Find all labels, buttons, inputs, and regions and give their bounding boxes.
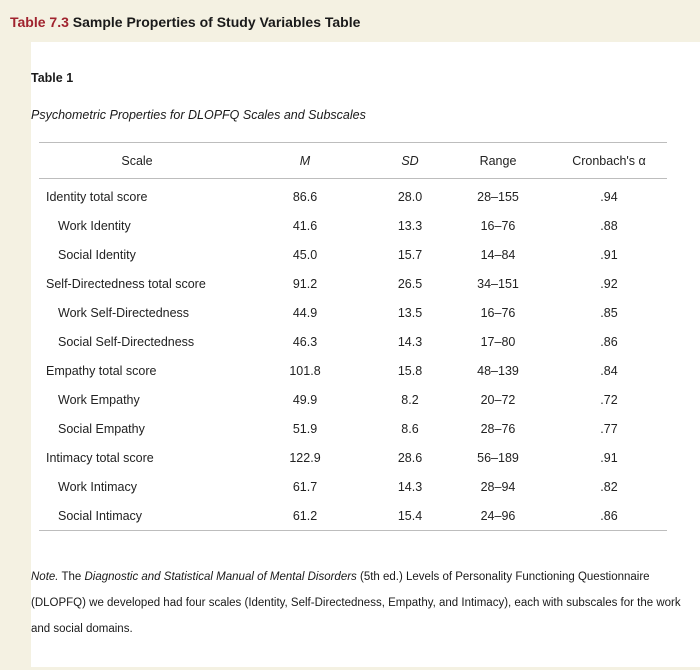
table-panel: Table 1 Psychometric Properties for DLOP…: [31, 42, 700, 667]
header-mean: M: [299, 153, 311, 168]
mean-cell: 101.8: [289, 363, 321, 378]
scale-cell: Social Empathy: [58, 421, 145, 436]
range-cell: 24–96: [480, 508, 516, 523]
alpha-cell: .88: [600, 218, 618, 233]
table-note: Note. The Diagnostic and Statistical Man…: [31, 564, 695, 642]
table-row: Identity total score 86.6 28.0 28–155 .94: [39, 179, 667, 212]
psychometric-table: Scale M SD Range Cronbach's α Identity t…: [39, 142, 667, 531]
mean-cell: 49.9: [292, 392, 318, 407]
sd-cell: 13.3: [397, 218, 423, 233]
table-row: Social Self-Directedness 46.3 14.3 17–80 .86: [39, 327, 667, 356]
sd-cell: 26.5: [397, 276, 423, 291]
mean-cell: 86.6: [292, 189, 318, 204]
table-row: Self-Directedness total score 91.2 26.5 34–…: [39, 269, 667, 298]
note-text-2: (5th ed.) Levels of Personality Function…: [31, 571, 681, 635]
scale-cell: Self-Directedness total score: [46, 276, 206, 291]
sd-cell: 14.3: [397, 334, 423, 349]
alpha-cell: .85: [600, 305, 618, 320]
caption-text: Sample Properties of Study Variables Tab…: [72, 14, 361, 30]
scale-cell: Social Identity: [58, 247, 136, 262]
range-cell: 16–76: [480, 218, 516, 233]
table-row: Work Empathy 49.9 8.2 20–72 .72: [39, 385, 667, 414]
alpha-cell: .84: [600, 363, 618, 378]
alpha-cell: .86: [600, 508, 618, 523]
note-label: Note.: [31, 571, 59, 583]
alpha-cell: .82: [600, 479, 618, 494]
range-cell: 14–84: [480, 247, 516, 262]
range-cell: 48–139: [477, 363, 519, 378]
header-sd: SD: [401, 153, 419, 168]
sd-cell: 28.0: [397, 189, 423, 204]
mean-cell: 46.3: [292, 334, 318, 349]
sd-cell: 14.3: [397, 479, 423, 494]
alpha-cell: .77: [600, 421, 618, 436]
scale-cell: Social Intimacy: [58, 508, 143, 523]
range-cell: 16–76: [480, 305, 516, 320]
alpha-cell: .94: [600, 189, 618, 204]
sd-cell: 13.5: [397, 305, 423, 320]
figure-caption: Table 7.3 Sample Properties of Study Var…: [10, 14, 360, 30]
mean-cell: 51.9: [292, 421, 318, 436]
range-cell: 17–80: [480, 334, 516, 349]
mean-cell: 45.0: [292, 247, 318, 262]
table-row: Intimacy total score 122.9 28.6 56–189 .91: [39, 443, 667, 472]
range-cell: 28–155: [477, 189, 519, 204]
mean-cell: 61.7: [292, 479, 318, 494]
note-manual-title: Diagnostic and Statistical Manual of Men…: [84, 571, 357, 583]
range-cell: 20–72: [480, 392, 516, 407]
sd-cell: 28.6: [397, 450, 423, 465]
table-row: Empathy total score 101.8 15.8 48–139 .84: [39, 356, 667, 385]
table-row: Social Empathy 51.9 8.6 28–76 .77: [39, 414, 667, 443]
range-cell: 28–76: [480, 421, 516, 436]
scale-cell: Social Self-Directedness: [58, 334, 195, 349]
table-row: Social Intimacy 61.2 15.4 24–96 .86: [39, 501, 667, 531]
scale-cell: Empathy total score: [46, 363, 157, 378]
range-cell: 28–94: [480, 479, 516, 494]
mean-cell: 44.9: [292, 305, 318, 320]
range-cell: 34–151: [477, 276, 519, 291]
mean-cell: 91.2: [292, 276, 318, 291]
sd-cell: 15.7: [397, 247, 423, 262]
header-range: Range: [479, 153, 517, 168]
sd-cell: 15.8: [397, 363, 423, 378]
alpha-cell: .72: [600, 392, 618, 407]
mean-cell: 41.6: [292, 218, 318, 233]
table-title: Psychometric Properties for DLOPFQ Scale…: [31, 108, 366, 122]
table-label: Table 1: [31, 71, 74, 85]
table-header-row: Scale M SD Range Cronbach's α: [39, 142, 667, 179]
table-row: Work Identity 41.6 13.3 16–76 .88: [39, 211, 667, 240]
mean-cell: 122.9: [289, 450, 321, 465]
table-row: Work Self-Directedness 44.9 13.5 16–76 .85: [39, 298, 667, 327]
scale-cell: Work Empathy: [58, 392, 140, 407]
header-cronbach-alpha: Cronbach's α: [572, 153, 646, 168]
scale-cell: Work Identity: [58, 218, 131, 233]
scale-cell: Work Self-Directedness: [58, 305, 190, 320]
sd-cell: 15.4: [397, 508, 423, 523]
scale-cell: Work Intimacy: [58, 479, 137, 494]
alpha-cell: .92: [600, 276, 618, 291]
alpha-cell: .91: [600, 450, 618, 465]
caption-number: Table 7.3: [10, 14, 69, 30]
table-row: Social Identity 45.0 15.7 14–84 .91: [39, 240, 667, 269]
header-scale: Scale: [121, 153, 153, 168]
range-cell: 56–189: [477, 450, 519, 465]
table-body: Identity total score 86.6 28.0 28–155 .94 Wor…: [39, 179, 667, 531]
sd-cell: 8.6: [401, 421, 419, 436]
table-row: Work Intimacy 61.7 14.3 28–94 .82: [39, 472, 667, 501]
alpha-cell: .86: [600, 334, 618, 349]
sd-cell: 8.2: [401, 392, 419, 407]
scale-cell: Identity total score: [46, 189, 148, 204]
alpha-cell: .91: [600, 247, 618, 262]
scale-cell: Intimacy total score: [46, 450, 154, 465]
mean-cell: 61.2: [292, 508, 318, 523]
note-text-1: The: [58, 571, 85, 583]
